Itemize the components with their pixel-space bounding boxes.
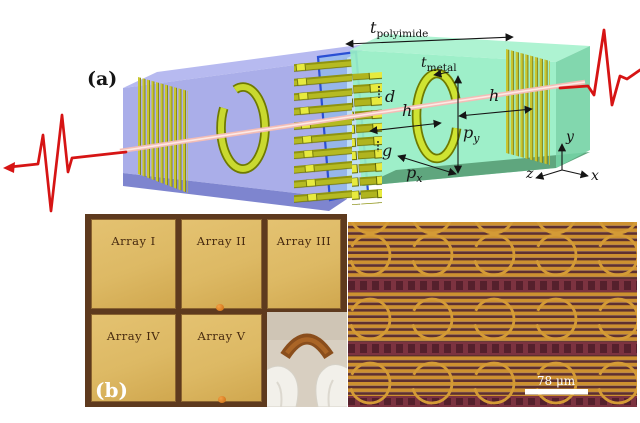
alignment-dot (218, 396, 226, 403)
alignment-dot (216, 304, 224, 311)
array-tile: Array III (267, 219, 341, 309)
dimension-lines (345, 33, 533, 176)
srr-ring-array (348, 222, 637, 405)
array-label: Array II (196, 234, 247, 248)
dense-bands (348, 279, 637, 407)
thz-beam (119, 79, 586, 154)
thz-pulse-right (558, 28, 640, 107)
array-label: Array IV (106, 329, 161, 343)
array-tile: Array IV (91, 314, 176, 402)
panel-a-label: (a) (87, 68, 117, 90)
p-y-label: py (463, 123, 480, 145)
optical-micrograph: 78 μm (348, 222, 637, 407)
panel-a-schematic: (a) tpolyimide tmetal d g h h py px y x … (3, 18, 640, 213)
t-polyimide-label: tpolyimide (370, 18, 428, 40)
scale-bar-label: 78 μm (537, 374, 576, 388)
coordinate-axes (535, 143, 589, 180)
h-left-label: h (402, 101, 412, 120)
array-label: Array V (197, 329, 246, 343)
array-label: Array III (276, 234, 332, 248)
array-tile: Array II (181, 219, 262, 309)
flexible-sample-photo (267, 312, 347, 407)
scale-bar: 78 μm (525, 374, 588, 395)
t-metal-label: tmetal (421, 55, 457, 74)
axis-z-label: z (525, 166, 534, 182)
fabricated-arrays-photo: Array I Array II Array III Array IV Arra… (85, 214, 347, 407)
panel-b-label: (b) (95, 378, 128, 402)
horizontal-grating-middle (294, 58, 352, 207)
array-tile: Array V (181, 314, 262, 402)
glove-left (267, 365, 299, 407)
axis-x-label: x (591, 168, 599, 184)
h-right-label: h (489, 86, 499, 105)
polyimide-box-right (350, 34, 590, 186)
array-tile: Array I (91, 219, 176, 309)
d-label: d (385, 87, 395, 106)
p-x-label: px (406, 163, 423, 185)
g-label: g (382, 141, 392, 160)
grating-stripes (348, 222, 637, 407)
array-label: Array I (111, 234, 156, 248)
wire-grid-polarizer-left (138, 77, 188, 193)
horizontal-grating-green-box (352, 72, 382, 205)
wire-grid-polarizer-right (506, 49, 550, 165)
axis-y-label: y (565, 129, 575, 145)
thz-pulse-left (3, 113, 128, 213)
